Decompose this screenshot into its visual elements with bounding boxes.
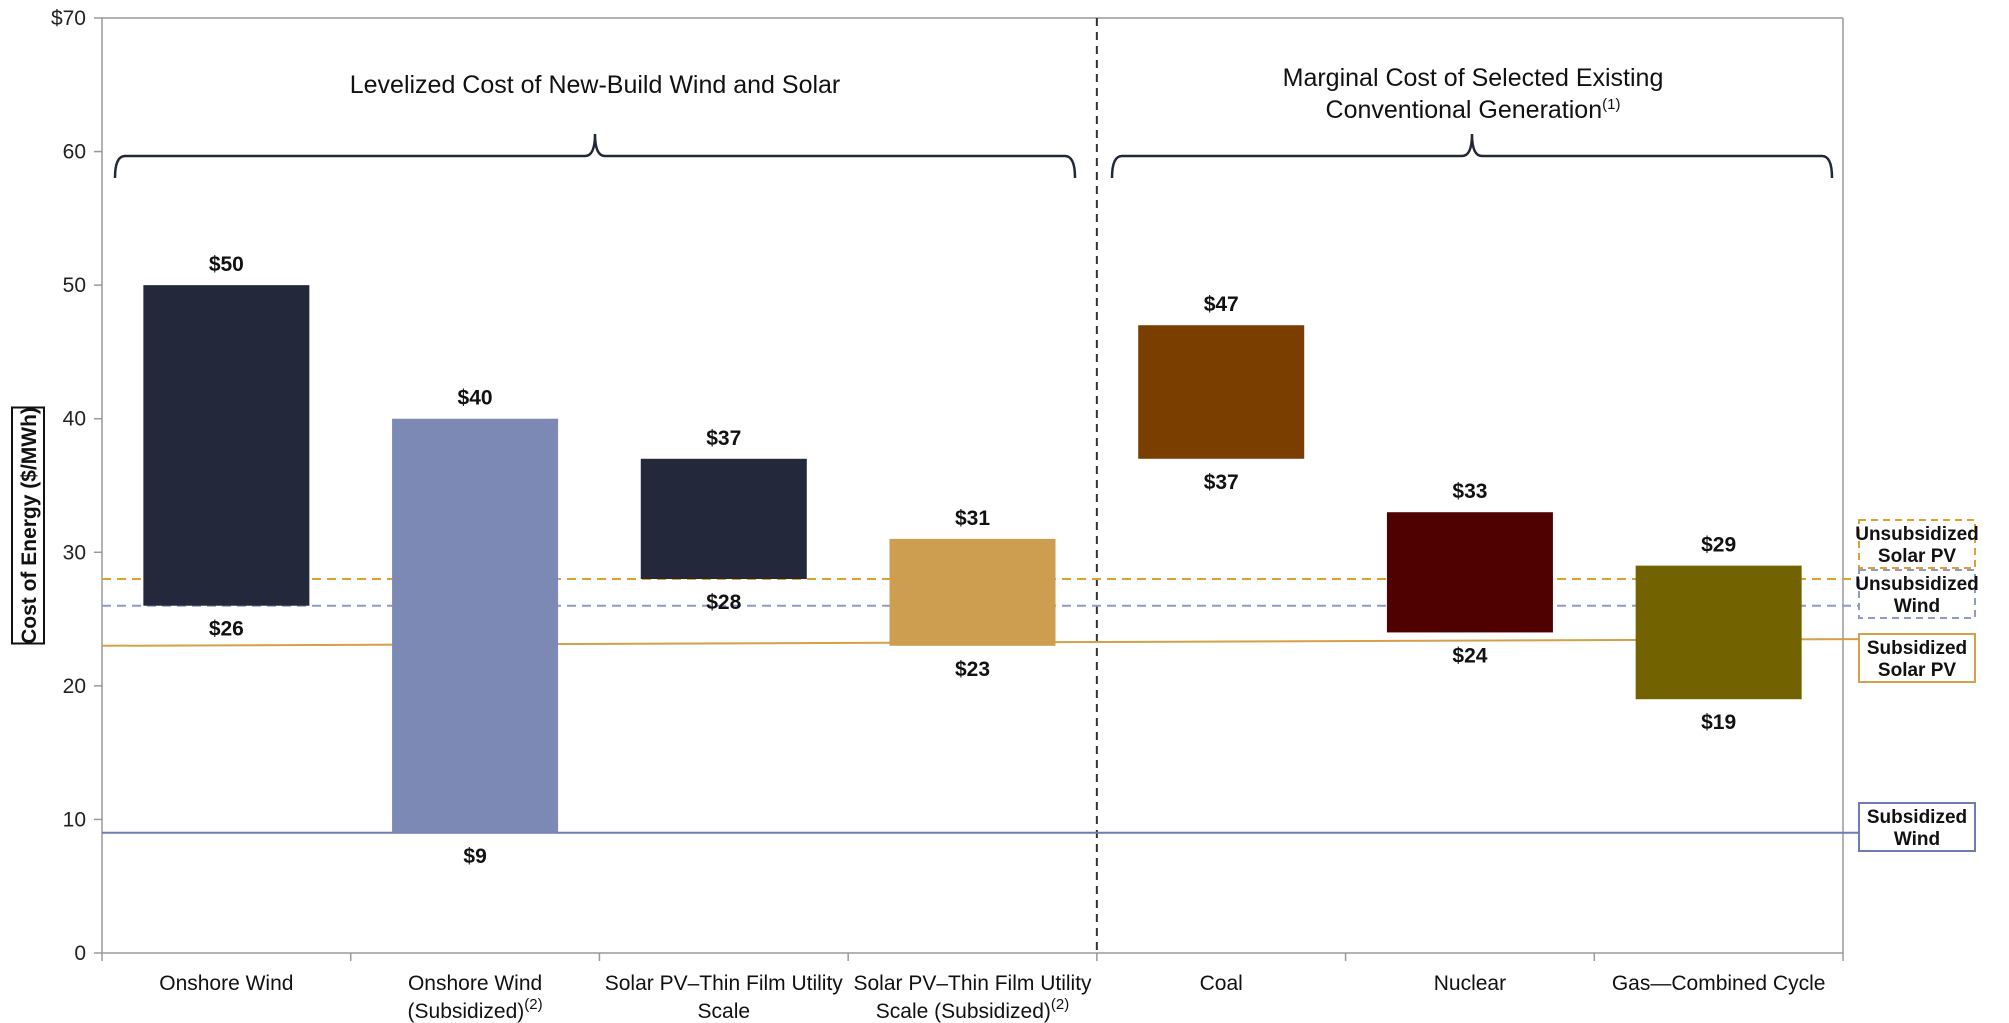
y-axis-label: Cost of Energy ($/MWh) (11, 406, 45, 645)
reference-legend-box-3 (1858, 802, 1976, 852)
group-brace-existing (1110, 133, 1834, 179)
y-tick-label: 50 (63, 274, 86, 297)
category-label-2-0: Solar PV–Thin Film Utility (605, 972, 844, 995)
category-label-1-1: (Subsidized)(2) (408, 996, 543, 1023)
group-brace-new-build (113, 133, 1077, 179)
reference-legend-text-3-0: Subsidized (1867, 807, 1967, 828)
reference-legend-box-1 (1858, 569, 1976, 619)
bar-low-label-0: $26 (209, 618, 244, 641)
category-label-6-0: Gas—Combined Cycle (1612, 972, 1826, 995)
bar-2 (640, 458, 807, 579)
y-tick-label: $70 (51, 7, 86, 30)
category-label-5-0: Nuclear (1434, 972, 1506, 995)
bar-3 (889, 538, 1056, 646)
reference-legend-box-2 (1858, 633, 1976, 683)
bar-high-label-5: $33 (1452, 480, 1487, 503)
bar-low-label-1: $9 (463, 845, 486, 868)
bar-low-label-2: $28 (706, 591, 741, 614)
category-label-2-1: Scale (698, 1000, 751, 1023)
reference-legend-text-1-0: Unsubsidized (1855, 574, 1979, 595)
bar-high-label-0: $50 (209, 253, 244, 276)
y-axis-label-box (11, 406, 45, 645)
bar-high-label-4: $47 (1204, 293, 1239, 316)
y-tick-label: 30 (63, 541, 86, 564)
group-label-new-build: Levelized Cost of New-Build Wind and Sol… (350, 71, 841, 99)
bar-high-label-6: $29 (1701, 534, 1736, 557)
bar-high-label-2: $37 (706, 427, 741, 450)
category-label-3-0: Solar PV–Thin Film Utility (853, 972, 1092, 995)
group-label-existing-line2: Conventional Generation(1) (1326, 96, 1621, 124)
y-tick-label: 10 (63, 808, 86, 831)
category-label-1-0: Onshore Wind (408, 972, 542, 995)
y-axis-label-text: Cost of Energy ($/MWh) (18, 407, 41, 644)
reference-legend-text-2-0: Subsidized (1867, 638, 1967, 659)
reference-legend-text-1-1: Wind (1894, 596, 1940, 617)
y-tick-label: 40 (63, 408, 86, 431)
bar-low-label-4: $37 (1204, 471, 1239, 494)
bar-low-label-3: $23 (955, 658, 990, 681)
reference-legend-text-2-1: Solar PV (1878, 660, 1956, 681)
bar-1 (392, 418, 559, 833)
reference-legend-text-0-0: Unsubsidized (1855, 524, 1979, 545)
y-tick-label: 20 (63, 675, 86, 698)
bar-high-label-3: $31 (955, 507, 990, 530)
reference-legend-box-0 (1858, 519, 1976, 569)
y-tick-label: 60 (63, 141, 86, 164)
reference-legend-text-0-1: Solar PV (1878, 546, 1956, 567)
bar-high-label-1: $40 (458, 387, 493, 410)
bar-4 (1138, 325, 1305, 459)
category-label-4-0: Coal (1200, 972, 1243, 995)
bar-5 (1386, 512, 1553, 633)
bar-low-label-6: $19 (1701, 711, 1736, 734)
reference-legend-text-3-1: Wind (1894, 829, 1940, 850)
category-label-3-1: Scale (Subsidized)(2) (876, 996, 1069, 1023)
bar-6 (1635, 565, 1802, 700)
y-tick-label: 0 (74, 942, 86, 965)
category-label-0-0: Onshore Wind (159, 972, 293, 995)
group-label-existing-line1: Marginal Cost of Selected Existing (1283, 64, 1664, 92)
bar-0 (143, 285, 310, 606)
bar-low-label-5: $24 (1452, 644, 1487, 667)
